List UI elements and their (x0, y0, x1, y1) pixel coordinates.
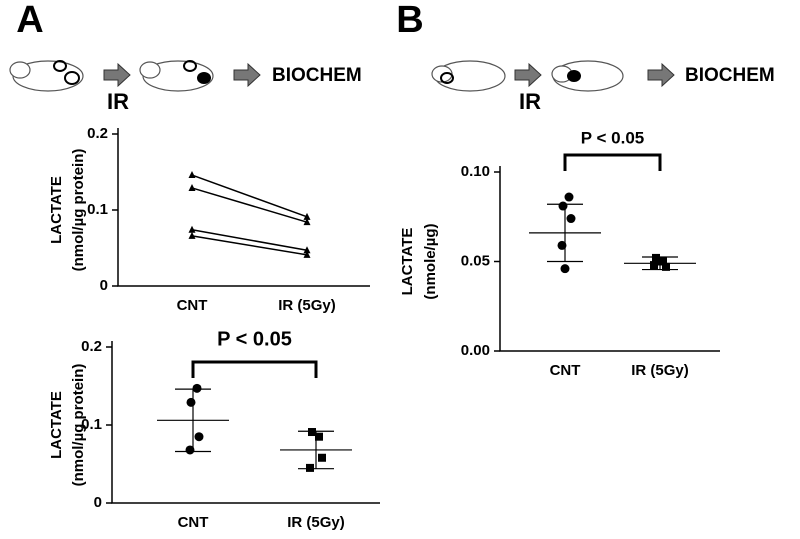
y-tick-label: 0 (94, 494, 102, 511)
point (308, 428, 316, 437)
point (303, 218, 311, 226)
y-axis-label: (nmol/µg protein) (70, 149, 87, 272)
point (188, 183, 196, 191)
point (185, 445, 195, 455)
point (192, 383, 202, 393)
y-axis-label: LACTATE (48, 176, 65, 244)
axis (499, 166, 720, 352)
point (557, 240, 567, 250)
point (194, 432, 204, 442)
y-tick-label: 0.1 (87, 201, 108, 218)
y-tick-label: 0.00 (461, 342, 490, 359)
series-line (191, 235, 308, 256)
significance-bracket (191, 360, 318, 378)
workflow-step: IR (519, 89, 541, 114)
panel-label: A (16, 0, 43, 41)
y-axis-label: (nmole/µg) (422, 223, 439, 299)
y-tick-label: 0.2 (81, 338, 102, 355)
point (303, 246, 311, 254)
axis (117, 128, 370, 287)
point (188, 225, 196, 233)
point (188, 171, 196, 179)
annotation: P < 0.05 (217, 328, 292, 350)
y-axis-label: LACTATE (48, 391, 65, 459)
x-tick-label: IR (5Gy) (631, 362, 689, 379)
error-bar (642, 256, 678, 271)
mouse-icon (431, 60, 506, 92)
y-tick-label: 0.1 (81, 416, 102, 433)
workflow-step: BIOCHEM (272, 65, 362, 86)
panel-label: B (396, 0, 423, 41)
series-line (191, 174, 308, 218)
arrow (514, 62, 542, 88)
point (566, 214, 576, 224)
point (560, 264, 570, 274)
mouse-icon (551, 60, 624, 92)
point (558, 201, 568, 211)
point (650, 261, 658, 270)
y-tick-label: 0.10 (461, 163, 490, 180)
point (186, 397, 196, 407)
arrow (233, 62, 261, 88)
error-bar (175, 388, 211, 453)
error-bar (298, 430, 334, 470)
x-tick-label: CNT (550, 362, 581, 379)
arrow (647, 62, 675, 88)
error-bar (547, 203, 583, 263)
y-tick-label: 0.2 (87, 125, 108, 142)
point (662, 262, 670, 271)
mouse-icon (139, 60, 214, 92)
y-tick-label: 0.05 (461, 252, 490, 269)
x-tick-label: IR (5Gy) (278, 297, 336, 314)
y-axis-label: LACTATE (399, 228, 416, 296)
point (315, 432, 323, 441)
y-tick-label: 0 (100, 277, 108, 294)
workflow-step: BIOCHEM (685, 65, 775, 86)
point (188, 231, 196, 239)
mouse-icon (9, 60, 84, 92)
point (306, 463, 314, 472)
point (303, 212, 311, 220)
workflow-step: IR (107, 89, 129, 114)
x-tick-label: CNT (178, 514, 209, 531)
arrow (103, 62, 131, 88)
point (564, 192, 574, 202)
x-tick-label: IR (5Gy) (287, 514, 345, 531)
point (318, 453, 326, 462)
point (303, 250, 311, 258)
axis (111, 341, 380, 504)
series-line (191, 229, 308, 252)
series-line (191, 187, 308, 223)
x-tick-label: CNT (177, 297, 208, 314)
annotation: P < 0.05 (581, 128, 645, 147)
significance-bracket (563, 153, 662, 171)
y-axis-label: (nmol/µg protein) (70, 364, 87, 487)
